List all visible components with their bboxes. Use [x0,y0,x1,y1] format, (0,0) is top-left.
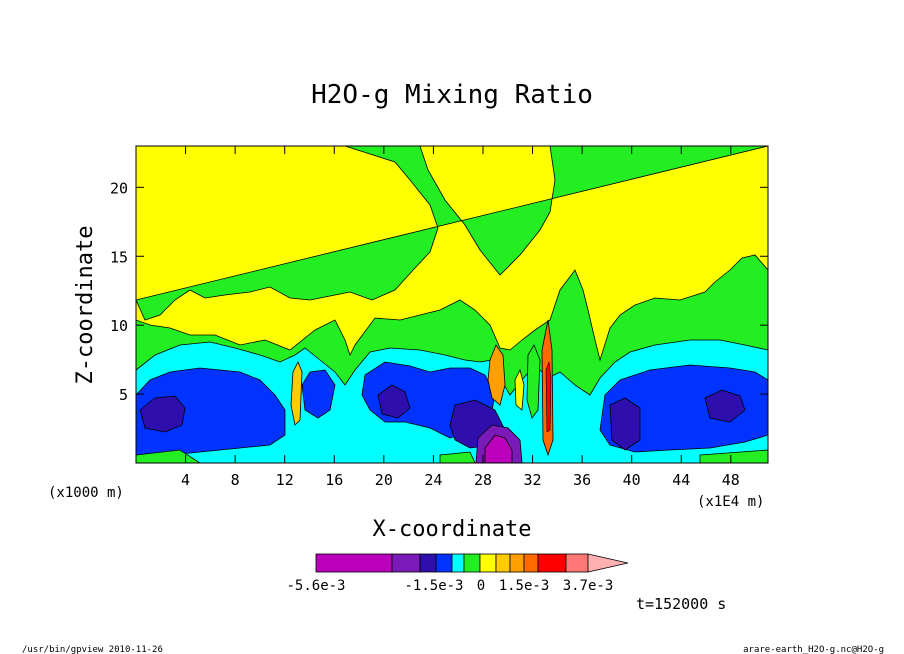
plume-orange [487,344,506,406]
x-axis-label: X-coordinate [373,517,532,542]
y-tick-label: 15 [110,248,128,266]
x-tick-label: 48 [722,471,740,489]
colorbar-segment [479,553,497,573]
colorbar-label: 3.7e-3 [563,578,614,594]
plume-red [545,361,552,433]
time-label: t=152000 s [636,595,726,613]
magenta-region [484,434,513,463]
x-tick-label: 16 [325,471,343,489]
x-tick-label: 8 [231,471,240,489]
y-axis-label: Z-coordinate [73,226,98,385]
colorbar-segment [419,553,437,573]
plume-yellow [290,361,303,426]
colorbar-label: -1.5e-3 [404,578,463,594]
colorbar-segment [435,553,453,573]
footer-right: arare-earth_H2O-g.nc@H2O-g [743,645,884,654]
x-unit-note-right: (x1E4 m) [697,494,764,510]
x-tick-label: 28 [474,471,492,489]
colorbar [315,553,629,573]
colorbar-segment [463,553,481,573]
colorbar-label: 1.5e-3 [499,578,550,594]
navy-region [139,384,746,451]
colorbar-labels: -5.6e-3 -1.5e-3 0 1.5e-3 3.7e-3 [286,578,613,594]
colorbar-segment [315,553,393,573]
plume-green [526,344,541,419]
y-tick-label: 20 [110,179,128,197]
colorbar-arrow [587,553,629,573]
footer-left: /usr/bin/gpview 2010-11-26 [22,645,163,654]
colorbar-segment [523,553,539,573]
surface-patch [136,449,768,463]
y-ticks: 5 10 15 20 [110,179,768,404]
y-tick-label: 5 [119,386,128,404]
x-tick-label: 32 [524,471,542,489]
y-tick-label: 10 [110,317,128,335]
colorbar-segment [509,553,525,573]
plume-yellow-2 [514,368,525,411]
colorbar-segment [391,553,421,573]
plot-frame [135,145,769,464]
x-tick-label: 20 [375,471,393,489]
x-tick-label: 24 [424,471,442,489]
colorbar-segment [565,553,589,573]
x-ticks: 4 8 12 16 20 24 28 32 36 40 44 48 [181,146,740,489]
colorbar-label: -5.6e-3 [286,578,345,594]
colorbar-segment [537,553,567,573]
x-unit-note-left: (x1000 m) [48,485,124,501]
chart-title: H2O-g Mixing Ratio [311,80,593,110]
x-tick-label: 36 [573,471,591,489]
colorbar-segment [495,553,511,573]
colorbar-segment [451,553,465,573]
x-tick-label: 12 [276,471,294,489]
x-tick-label: 4 [181,471,190,489]
colorbar-label: 0 [477,578,485,594]
x-tick-label: 40 [623,471,641,489]
x-tick-label: 44 [672,471,690,489]
